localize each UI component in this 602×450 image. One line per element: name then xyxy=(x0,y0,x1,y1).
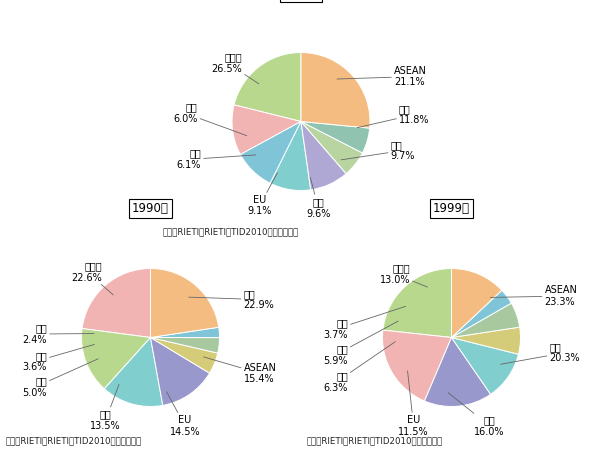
Wedge shape xyxy=(383,269,452,338)
Wedge shape xyxy=(234,53,301,122)
Text: ASEAN
23.3%: ASEAN 23.3% xyxy=(490,285,577,307)
Wedge shape xyxy=(452,338,518,394)
Wedge shape xyxy=(240,122,301,183)
Wedge shape xyxy=(150,338,220,353)
Wedge shape xyxy=(424,338,491,406)
Text: 日本
11.8%: 日本 11.8% xyxy=(357,104,429,128)
Text: 資料：RIETI「RIETI－TID2010」から作成。: 資料：RIETI「RIETI－TID2010」から作成。 xyxy=(6,436,142,446)
Wedge shape xyxy=(301,122,370,153)
Wedge shape xyxy=(150,338,209,405)
Text: EU
9.1%: EU 9.1% xyxy=(247,173,278,216)
Wedge shape xyxy=(104,338,163,406)
Text: ASEAN
21.1%: ASEAN 21.1% xyxy=(337,66,427,87)
Wedge shape xyxy=(301,122,346,190)
Text: ASEAN
15.4%: ASEAN 15.4% xyxy=(203,357,276,384)
Text: 韓国
5.9%: 韓国 5.9% xyxy=(323,321,399,365)
Text: EU
14.5%: EU 14.5% xyxy=(167,392,200,436)
Wedge shape xyxy=(452,269,502,338)
Text: 中国
3.7%: 中国 3.7% xyxy=(323,306,406,340)
Text: 中国
2.4%: 中国 2.4% xyxy=(22,323,94,345)
Text: 米国
16.0%: 米国 16.0% xyxy=(448,393,504,436)
Text: 米国
9.7%: 米国 9.7% xyxy=(341,140,415,161)
Text: 台湾
6.3%: 台湾 6.3% xyxy=(324,342,396,393)
Text: EU
11.5%: EU 11.5% xyxy=(399,371,429,436)
Wedge shape xyxy=(150,327,220,338)
Wedge shape xyxy=(150,338,218,373)
Text: 資料：RIETI「RIETI－TID2010」から作成。: 資料：RIETI「RIETI－TID2010」から作成。 xyxy=(163,227,299,236)
Text: 中国
9.6%: 中国 9.6% xyxy=(306,177,330,219)
Wedge shape xyxy=(81,328,150,389)
Text: 日本
20.3%: 日本 20.3% xyxy=(501,342,580,364)
Wedge shape xyxy=(452,327,521,354)
Wedge shape xyxy=(301,122,362,174)
Title: 1990年: 1990年 xyxy=(132,202,169,215)
Wedge shape xyxy=(82,269,150,338)
Wedge shape xyxy=(270,122,311,190)
Text: その他
22.6%: その他 22.6% xyxy=(72,261,113,295)
Wedge shape xyxy=(452,303,520,338)
Text: 資料：RIETI「RIETI－TID2010」から作成。: 資料：RIETI「RIETI－TID2010」から作成。 xyxy=(307,436,443,446)
Text: 米国
13.5%: 米国 13.5% xyxy=(90,384,121,431)
Text: 台湾
5.0%: 台湾 5.0% xyxy=(22,359,98,398)
Wedge shape xyxy=(452,290,511,338)
Text: 韓国
6.0%: 韓国 6.0% xyxy=(173,103,247,135)
Text: 台湾
6.1%: 台湾 6.1% xyxy=(176,148,256,170)
Text: その他
26.5%: その他 26.5% xyxy=(211,52,259,84)
Text: 韓国
3.6%: 韓国 3.6% xyxy=(23,344,95,373)
Wedge shape xyxy=(382,330,452,401)
Wedge shape xyxy=(150,269,219,338)
Title: 1999年: 1999年 xyxy=(433,202,470,215)
Text: その他
13.0%: その他 13.0% xyxy=(380,263,427,287)
Wedge shape xyxy=(232,105,301,154)
Wedge shape xyxy=(301,53,370,128)
Text: 日本
22.9%: 日本 22.9% xyxy=(189,289,275,310)
